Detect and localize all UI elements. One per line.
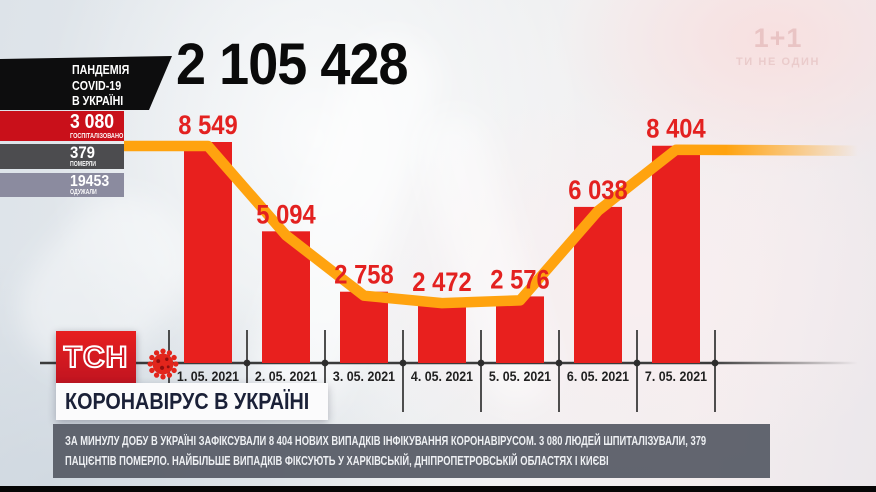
stat-recovered-label: ОДУЖАЛИ xyxy=(70,189,97,196)
news-ticker: ЗА МИНУЛУ ДОБУ В УКРАЇНІ ЗАФІКСУВАЛИ 8 4… xyxy=(53,424,770,478)
stat-recovered-value: 19453 xyxy=(70,173,110,190)
total-cases-number: 2 105 428 xyxy=(176,32,409,97)
axis-tick-dot xyxy=(321,359,329,367)
axis-tick-dot xyxy=(477,359,485,367)
date-label: 4. 05. 2021 xyxy=(411,369,473,385)
bottom-black-bar xyxy=(0,486,876,492)
channel-watermark: 1+1 ТИ НЕ ОДИН xyxy=(728,24,828,68)
ticker-line1: ЗА МИНУЛУ ДОБУ В УКРАЇНІ ЗАФІКСУВАЛИ 8 4… xyxy=(65,434,707,448)
stat-deaths: 379 ПОМЕРЛИ xyxy=(0,144,124,169)
bar-value-label: 8 549 xyxy=(178,111,237,141)
bar xyxy=(184,142,232,363)
ticker-line2: ПАЦІЄНТІВ ПОМЕРЛО. НАЙБІЛЬШЕ ВИПАДКІВ ФІ… xyxy=(65,454,609,468)
trend-line xyxy=(124,140,859,309)
stat-hospitalized-value: 3 080 xyxy=(70,111,115,133)
pandemic-title-line3: В УКРАЇНІ xyxy=(72,93,124,108)
axis-tick-dot xyxy=(633,359,641,367)
axis-tick-dot xyxy=(555,359,563,367)
stat-deaths-value: 379 xyxy=(70,144,95,162)
bar-value-label: 2 758 xyxy=(334,260,393,290)
bar-value-label: 6 038 xyxy=(568,176,627,206)
pandemic-title-line2: COVID-19 xyxy=(72,77,122,93)
stat-deaths-label: ПОМЕРЛИ xyxy=(70,161,97,168)
date-label: 3. 05. 2021 xyxy=(333,369,395,385)
date-label: 6. 05. 2021 xyxy=(567,369,629,385)
bar xyxy=(340,291,388,363)
stat-recovered: 19453 ОДУЖАЛИ xyxy=(0,173,124,197)
bar xyxy=(496,296,544,363)
oneplusone-logo: 1+1 xyxy=(753,23,803,53)
axis-tick-dot xyxy=(243,359,251,367)
pandemic-title-box: ПАНДЕМІЯ COVID-19 В УКРАЇНІ xyxy=(0,56,172,110)
headline-title: КОРОНАВІРУС В УКРАЇНІ xyxy=(65,388,310,414)
stat-hospitalized: 3 080 ГОСПІТАЛІЗОВАНО xyxy=(0,111,124,141)
tsn-logo: ТСН xyxy=(56,331,136,384)
bar-value-label: 2 576 xyxy=(490,265,549,295)
stat-hospitalized-label: ГОСПІТАЛІЗОВАНО xyxy=(70,131,124,140)
headline-banner: КОРОНАВІРУС В УКРАЇНІ xyxy=(56,383,328,420)
date-label: 5. 05. 2021 xyxy=(489,369,551,385)
bar-value-label: 8 404 xyxy=(646,114,705,144)
date-label: 7. 05. 2021 xyxy=(645,369,707,385)
bar-value-label: 2 472 xyxy=(412,268,471,298)
date-label: 2. 05. 2021 xyxy=(255,369,317,385)
bar-value-label: 5 094 xyxy=(256,200,315,230)
channel-slogan: ТИ НЕ ОДИН xyxy=(735,56,821,68)
bar xyxy=(418,299,466,363)
pandemic-title-line1: ПАНДЕМІЯ xyxy=(72,62,130,77)
axis-tick-dot xyxy=(399,359,407,367)
coronavirus-icon xyxy=(147,348,179,380)
date-label: 1. 05. 2021 xyxy=(177,369,239,385)
bar xyxy=(652,145,700,363)
axis-tick-dot xyxy=(711,359,719,367)
